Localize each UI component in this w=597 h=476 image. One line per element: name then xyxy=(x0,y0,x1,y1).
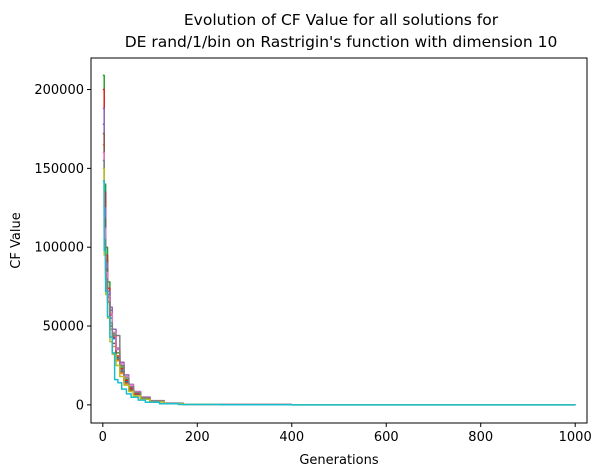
chart-title-line-1: Evolution of CF Value for all solutions … xyxy=(184,11,499,29)
chart-title: Evolution of CF Value for all solutions … xyxy=(125,11,558,51)
series-line-6 xyxy=(102,132,576,406)
x-tick-label: 600 xyxy=(374,430,399,445)
x-tick-label: 200 xyxy=(185,430,210,445)
y-tick-label: 100000 xyxy=(34,241,84,256)
x-tick-label: 800 xyxy=(468,430,493,445)
series-line-10 xyxy=(102,180,576,406)
plot-area-frame xyxy=(90,57,588,424)
series-line-8 xyxy=(102,159,576,406)
y-tick-label: 50000 xyxy=(43,320,84,335)
series-line-9 xyxy=(102,167,576,406)
series-line-2 xyxy=(102,143,576,406)
y-tick-label: 0 xyxy=(76,398,84,413)
y-axis-ticks: 0 50000 100000 150000 200000 xyxy=(34,83,91,413)
series-line-5 xyxy=(102,107,576,406)
x-tick-label: 1000 xyxy=(559,430,592,445)
x-tick-label: 0 xyxy=(99,430,107,445)
series-line-1 xyxy=(102,123,576,406)
series-line-3 xyxy=(102,74,576,406)
chart-title-line-2: DE rand/1/bin on Rastrigin's function wi… xyxy=(125,33,558,51)
x-axis-label: Generations xyxy=(299,453,379,468)
y-tick-label: 150000 xyxy=(34,162,84,177)
x-axis-ticks: 0 200 400 600 800 1000 xyxy=(99,423,592,445)
x-tick-label: 400 xyxy=(279,430,304,445)
y-axis-label: CF Value xyxy=(9,212,24,268)
series-line-7 xyxy=(102,151,576,406)
series-line-4 xyxy=(102,88,576,406)
y-tick-label: 200000 xyxy=(34,83,84,98)
series-layer xyxy=(102,74,576,406)
